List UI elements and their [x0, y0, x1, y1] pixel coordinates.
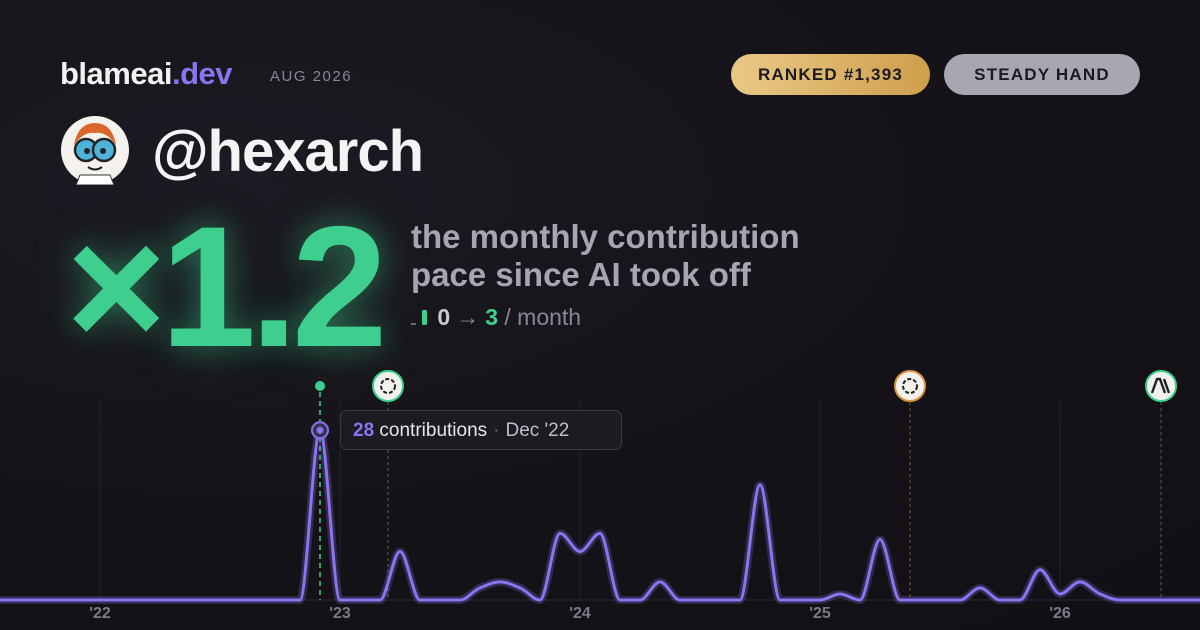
brand-name: blameai: [60, 56, 172, 91]
x-tick-label: '23: [329, 605, 351, 622]
summary-line: pace since AI took off: [411, 256, 751, 293]
tooltip-unit: contributions: [379, 420, 488, 441]
pace-after: 3: [485, 304, 498, 330]
event-icon: [1145, 370, 1177, 402]
selected-point-core: [316, 426, 324, 434]
summary-line: the monthly contribution: [411, 218, 800, 255]
multiplier: ×1.2: [66, 191, 388, 383]
x-tick-label: '26: [1049, 605, 1071, 622]
brand-domain: .dev: [171, 56, 233, 91]
selection-dot: [315, 381, 325, 391]
rank-badge: RANKED #1,393: [731, 54, 930, 95]
tooltip-value: 28: [353, 420, 375, 441]
period: AUG 2026: [270, 68, 353, 85]
brand: blameai.dev: [60, 56, 232, 92]
event-icon: [894, 370, 926, 402]
avatar: [61, 116, 129, 185]
x-tick-label: '24: [569, 605, 591, 622]
separator: ·: [493, 420, 500, 441]
pace-before: 0: [437, 304, 451, 330]
pace: 0 → 3 / month: [411, 304, 581, 331]
line-glow: [0, 426, 1200, 605]
line: [0, 428, 1200, 602]
tooltip-date: Dec '22: [505, 420, 570, 441]
x-tick-label: '25: [809, 605, 831, 622]
pace-icon: [411, 310, 427, 325]
trait-badge: STEADY HAND: [944, 54, 1140, 95]
event-glyph: [1150, 377, 1171, 394]
event-icon: [372, 370, 404, 402]
pace-unit: / month: [504, 304, 582, 330]
x-tick-label: '22: [89, 605, 111, 622]
arrow: →: [456, 304, 480, 330]
handle: @hexarch: [152, 119, 424, 184]
tooltip: 28 contributions · Dec '22: [340, 410, 622, 450]
event-glyph: [380, 378, 396, 394]
event-glyph: [902, 378, 918, 394]
